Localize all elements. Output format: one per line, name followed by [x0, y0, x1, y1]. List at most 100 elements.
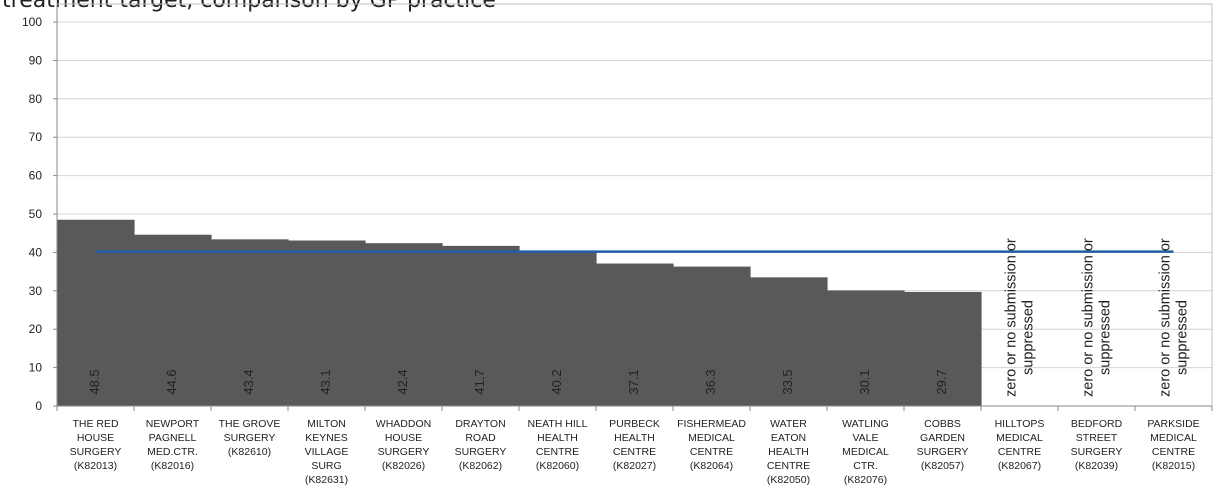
category-label: KEYNES — [305, 432, 348, 444]
category-label: MEDICAL — [688, 432, 735, 444]
missing-note: zero or no submission or suppressed — [1158, 238, 1191, 397]
missing-note-line: suppressed — [1021, 300, 1037, 375]
category-label: GARDEN — [920, 432, 965, 444]
category-label: (K82013) — [74, 460, 117, 472]
category-label: (K82631) — [305, 474, 348, 486]
category-label: (K82062) — [459, 460, 502, 472]
category-label: CENTRE — [690, 446, 733, 458]
category-label: DRAYTON — [455, 418, 505, 430]
category-label: SURGERY — [455, 446, 507, 458]
bar — [750, 277, 828, 406]
category-label: (K82060) — [536, 460, 579, 472]
category-label: (K82076) — [844, 474, 887, 486]
category-label: BEDFORD — [1071, 418, 1123, 430]
y-tick-label: 90 — [29, 53, 43, 67]
y-tick-label: 60 — [29, 169, 43, 183]
data-label: 33.5 — [780, 369, 795, 394]
category-label: SURG — [311, 460, 341, 472]
category-label: VALE — [852, 432, 878, 444]
category-label: MEDICAL — [1150, 432, 1197, 444]
bar — [211, 239, 289, 406]
category-label: (K82027) — [613, 460, 656, 472]
category-label: HILLTOPS — [995, 418, 1045, 430]
y-tick-label: 50 — [29, 207, 43, 221]
category-label: CENTRE — [536, 446, 579, 458]
y-tick-label: 10 — [29, 361, 43, 375]
bar — [365, 243, 443, 406]
category-label: VILLAGE — [305, 446, 349, 458]
data-label: 44.6 — [164, 369, 179, 394]
missing-note-line: suppressed — [1098, 300, 1114, 375]
data-label: 40.2 — [549, 369, 564, 394]
category-label: (K82064) — [690, 460, 733, 472]
missing-note-line: zero or no submission or — [1004, 238, 1020, 397]
y-tick-label: 20 — [29, 322, 43, 336]
category-label: PAGNELL — [149, 432, 197, 444]
bar — [827, 290, 905, 406]
category-label: SURGERY — [1071, 446, 1123, 458]
y-tick-label: 30 — [29, 284, 43, 298]
missing-note: zero or no submission or suppressed — [1004, 238, 1037, 397]
missing-note-line: suppressed — [1175, 300, 1191, 375]
category-label: THE RED — [72, 418, 119, 430]
y-tick-label: 70 — [29, 130, 43, 144]
category-label: STREET — [1076, 432, 1118, 444]
category-label: (K82057) — [921, 460, 964, 472]
category-label: NEATH HILL — [528, 418, 588, 430]
category-label: HOUSE — [77, 432, 114, 444]
category-label: CENTRE — [998, 446, 1041, 458]
data-label: 29.7 — [934, 369, 949, 394]
data-label: 42.4 — [395, 369, 410, 394]
missing-note: zero or no submission or suppressed — [1081, 238, 1114, 397]
category-label: WHADDON — [376, 418, 431, 430]
category-label: NEWPORT — [146, 418, 200, 430]
category-label: HEALTH — [537, 432, 578, 444]
bar — [288, 240, 366, 406]
category-label: PARKSIDE — [1147, 418, 1199, 430]
y-tick-label: 80 — [29, 92, 43, 106]
category-label: PURBECK — [609, 418, 660, 430]
category-label: SURGERY — [378, 446, 430, 458]
data-label: 36.3 — [703, 369, 718, 394]
category-label: (K82610) — [228, 446, 271, 458]
data-label: 30.1 — [857, 369, 872, 394]
data-label: 41.7 — [472, 369, 487, 394]
category-label: EATON — [771, 432, 806, 444]
chart-title: treatment target, comparison by GP pract… — [2, 0, 496, 13]
bar — [596, 263, 674, 406]
category-label: ROAD — [465, 432, 496, 444]
category-label: MEDICAL — [842, 446, 889, 458]
category-label: FISHERMEAD — [677, 418, 746, 430]
data-label: 43.4 — [241, 369, 256, 394]
category-label: COBBS — [924, 418, 961, 430]
labels: 0 10 20 30 40 50 60 70 80 90 100 48.5 44.6 43.4 43.1 42… — [22, 15, 1200, 486]
bar — [134, 234, 212, 406]
category-label: (K82016) — [151, 460, 194, 472]
category-label: CENTRE — [1152, 446, 1195, 458]
data-label: 48.5 — [87, 369, 102, 394]
axes — [53, 3, 1213, 411]
category-label: CENTRE — [613, 446, 656, 458]
category-label: HEALTH — [614, 432, 655, 444]
category-label: CTR. — [853, 460, 878, 472]
y-tick-label: 40 — [29, 245, 43, 259]
category-label: THE GROVE — [219, 418, 281, 430]
category-label: CENTRE — [767, 460, 810, 472]
category-label: WATLING — [842, 418, 889, 430]
category-label: MILTON — [307, 418, 346, 430]
category-label: (K82050) — [767, 474, 810, 486]
y-tick-label: 100 — [22, 15, 42, 29]
category-label: SURGERY — [917, 446, 969, 458]
missing-note-line: zero or no submission or — [1081, 238, 1097, 397]
category-label: HOUSE — [385, 432, 422, 444]
data-label: 37.1 — [626, 369, 641, 394]
category-label: MED.CTR. — [147, 446, 198, 458]
bar — [519, 251, 597, 406]
missing-note-line: zero or no submission or — [1158, 238, 1174, 397]
y-tick-label: 0 — [35, 399, 42, 413]
category-label: SURGERY — [70, 446, 122, 458]
category-label: (K82015) — [1152, 460, 1195, 472]
category-label: WATER — [770, 418, 807, 430]
category-label: (K82039) — [1075, 460, 1118, 472]
data-label: 43.1 — [318, 369, 333, 394]
